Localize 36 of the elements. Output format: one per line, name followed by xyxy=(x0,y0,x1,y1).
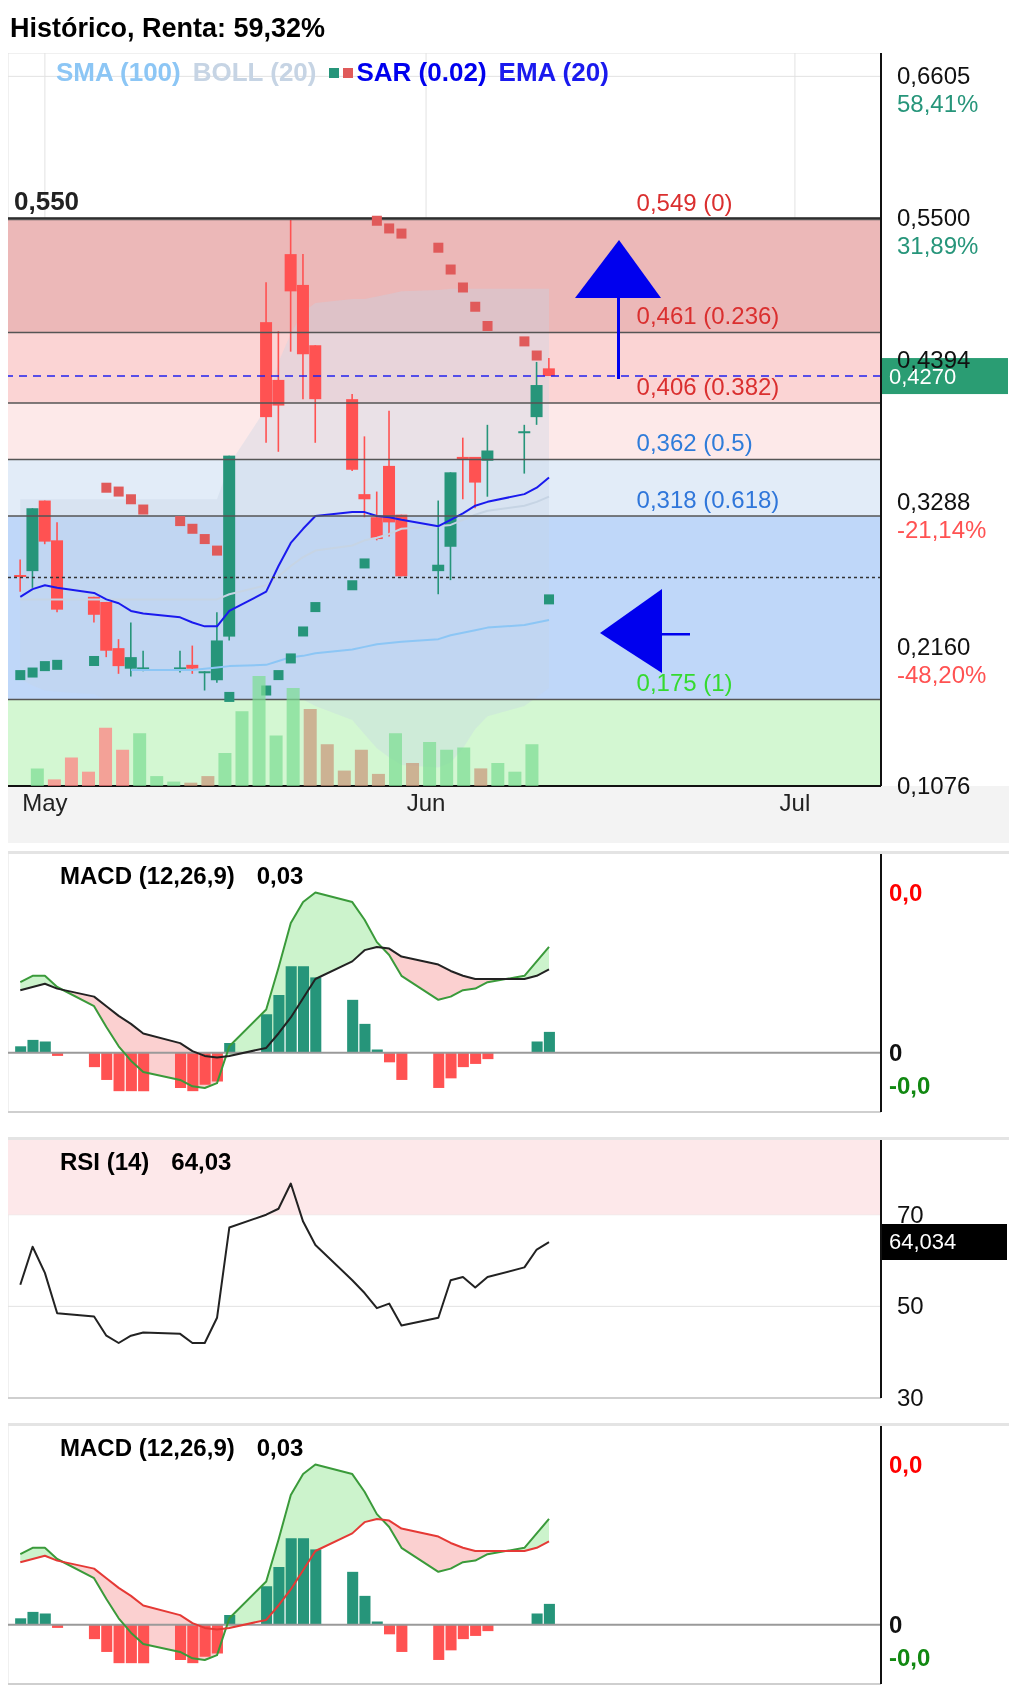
y-tick-label: 0,2160 -48,20% xyxy=(897,632,987,688)
text: EMA (20) xyxy=(498,57,609,88)
ref-line-label: 0,318 (0.618) xyxy=(636,485,780,513)
ref-line-label: 0,175 (1) xyxy=(636,669,733,697)
y-tick-label: 0,6605 58,41% xyxy=(897,62,979,118)
y-tick-label: 0,3288 -21,14% xyxy=(897,488,987,544)
text: 0 xyxy=(889,1610,903,1638)
text: 0 xyxy=(889,1038,903,1066)
y-tick-label: 30 xyxy=(897,1384,924,1411)
ref-line-label: 0,550 xyxy=(14,186,80,217)
ref-line-label: 0,549 (0) xyxy=(636,189,733,217)
text: SMA (100) xyxy=(56,57,181,88)
ref-line-label: 0,461 (0.236) xyxy=(636,302,780,330)
ref-line-label: 0,362 (0.5) xyxy=(636,429,753,457)
chart-subtitle: 0,03 xyxy=(256,862,304,889)
text: -0,0 xyxy=(889,1072,931,1100)
x-tick-label: Jul xyxy=(779,789,811,817)
chart-title: MACD (12,26,9) xyxy=(60,862,235,889)
chart-subtitle: 64,03 xyxy=(171,1148,232,1175)
text: 64,034 xyxy=(889,1229,957,1255)
chart-title: MACD (12,26,9) xyxy=(60,1434,235,1461)
y-tick-label: 0,5500 31,89% xyxy=(897,204,979,260)
y-tick-label: 50 xyxy=(897,1292,924,1320)
text: BOLL (20) xyxy=(192,57,317,88)
x-tick-label: Jun xyxy=(406,789,446,817)
legend-label: SAR (0.02) xyxy=(356,57,487,88)
y-tick-label: 0,1076 xyxy=(897,772,971,799)
chart-subtitle: 0,03 xyxy=(256,1434,304,1461)
text: 0,0 xyxy=(889,1450,923,1478)
ref-line-label: 0,406 (0.382) xyxy=(636,373,780,401)
text: 0,0 xyxy=(889,878,923,906)
x-tick-label: May xyxy=(22,789,68,817)
chart-title: Histórico, Renta: 59,32% xyxy=(10,13,326,43)
y-tick-label: 70 xyxy=(897,1200,924,1228)
text: -0,0 xyxy=(889,1644,931,1672)
chart-title: RSI (14) xyxy=(60,1148,150,1175)
